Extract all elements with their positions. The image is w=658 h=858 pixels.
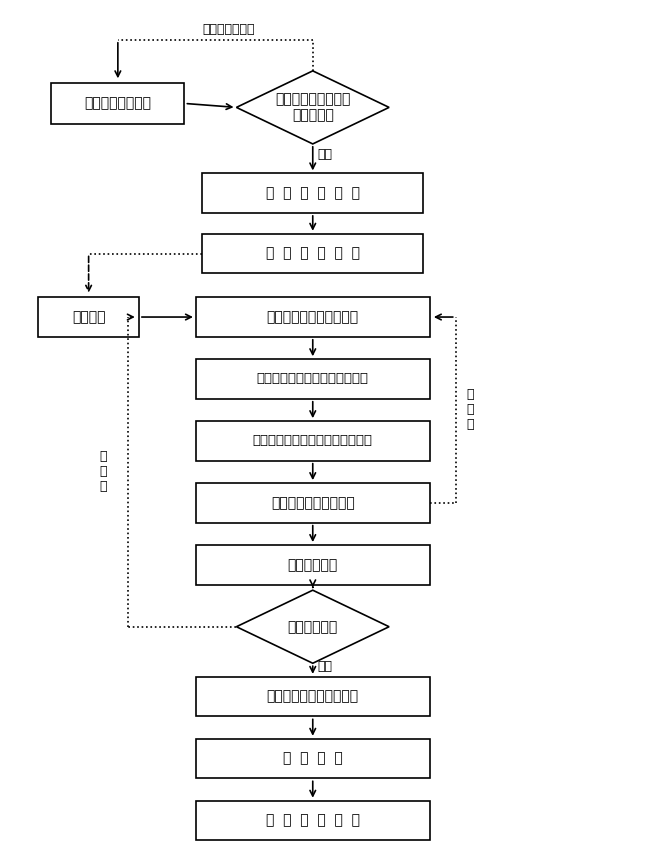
Text: 合理: 合理 — [317, 148, 332, 161]
Bar — [202, 233, 423, 274]
Text: 课题检索: 课题检索 — [72, 310, 105, 324]
Bar — [196, 739, 430, 778]
Text: 与用户洽谈、用户提
供相关资料: 与用户洽谈、用户提 供相关资料 — [275, 93, 351, 123]
Text: 草拟查新报告: 草拟查新报告 — [288, 558, 338, 571]
Bar — [196, 297, 430, 337]
Text: 有问题，咨询专家意见: 有问题，咨询专家意见 — [271, 496, 355, 510]
Bar — [51, 82, 184, 124]
Bar — [196, 483, 430, 523]
Text: 有
问
题: 有 问 题 — [99, 450, 107, 493]
Text: 有问题返回用户: 有问题返回用户 — [202, 23, 255, 36]
Polygon shape — [236, 590, 389, 663]
Bar — [38, 297, 139, 337]
Text: 签  订  查  新  合  同: 签 订 查 新 合 同 — [266, 186, 360, 200]
Text: 有
问
题: 有 问 题 — [467, 389, 474, 432]
Bar — [196, 421, 430, 461]
Text: 审核查新报告: 审核查新报告 — [288, 619, 338, 634]
Bar — [196, 360, 430, 399]
Text: 受  理  查  新  委  托: 受 理 查 新 委 托 — [266, 246, 360, 261]
Text: 用户提出查新委托: 用户提出查新委托 — [84, 96, 151, 111]
Bar — [196, 677, 430, 716]
Polygon shape — [236, 71, 389, 144]
Bar — [196, 801, 430, 840]
Text: 文  件  归  档: 文 件 归 档 — [283, 752, 343, 765]
Text: 初检、调整检索策略、正式检索: 初检、调整检索策略、正式检索 — [257, 372, 368, 385]
Bar — [196, 545, 430, 584]
Text: 上  载  查  新  数  据: 上 载 查 新 数 据 — [266, 813, 360, 827]
Text: 拟定检索策略及检索工具: 拟定检索策略及检索工具 — [266, 310, 359, 324]
Text: 签字盖章、提交查新报告: 签字盖章、提交查新报告 — [266, 690, 359, 704]
Text: 选取相关文献并进行文献对比分析: 选取相关文献并进行文献对比分析 — [253, 434, 373, 447]
Bar — [202, 173, 423, 213]
Text: 合格: 合格 — [317, 660, 332, 673]
